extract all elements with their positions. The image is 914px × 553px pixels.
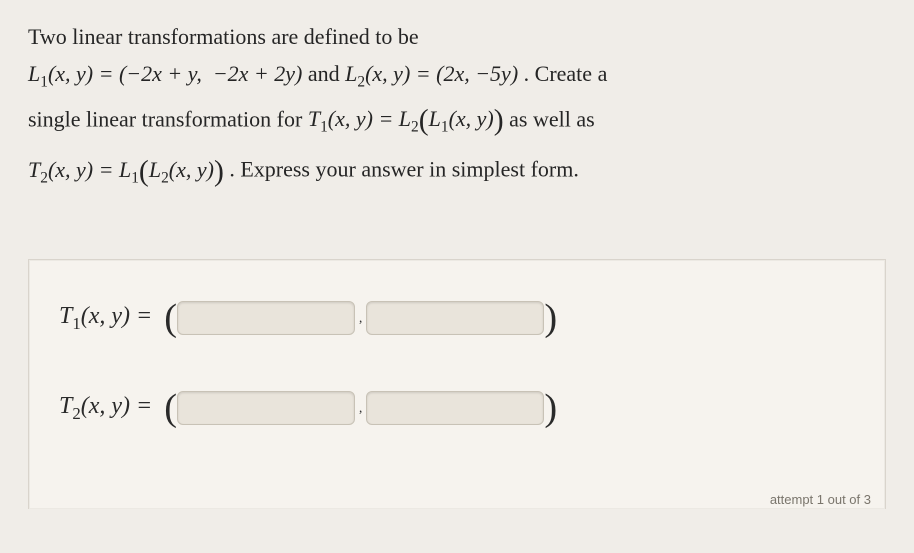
intro-text: Two linear transformations are defined t… <box>28 24 419 49</box>
t1-component-1-input[interactable] <box>177 301 355 335</box>
close-paren-icon: ) <box>544 386 557 430</box>
l2-expr: L2(x, y) = (2x, −5y) <box>345 61 518 86</box>
open-paren-icon: ( <box>164 386 177 430</box>
t1-component-2-input[interactable] <box>366 301 544 335</box>
l1-definition: L1(x, y) = (−2x + y, −2x + 2y) <box>28 61 308 86</box>
t2-component-2-input[interactable] <box>366 391 544 425</box>
create-text: . Create a <box>524 61 608 86</box>
t2-label: T2(x, y) = <box>59 393 158 424</box>
t1-label: T1(x, y) = <box>59 303 158 334</box>
attempt-counter: attempt 1 out of 3 <box>770 492 871 507</box>
line2a: single linear transformation for <box>28 106 308 131</box>
comma-icon: , <box>359 310 362 326</box>
t1-answer-row: T1(x, y) = ( , ) <box>59 296 855 340</box>
t2-definition: T2(x, y) = L1(L2(x, y)) <box>28 157 229 182</box>
answer-panel: T1(x, y) = ( , ) T2(x, y) = ( , ) attemp… <box>28 259 886 509</box>
close-paren-icon: ) <box>544 296 557 340</box>
problem-statement: Two linear transformations are defined t… <box>28 18 886 197</box>
closing-text: . Express your answer in simplest form. <box>229 157 579 182</box>
t1-definition: T1(x, y) = L2(L1(x, y)) <box>308 106 509 131</box>
and-text: and <box>308 61 345 86</box>
comma-icon: , <box>359 400 362 416</box>
open-paren-icon: ( <box>164 296 177 340</box>
l1-expr: L1(x, y) = (−2x + y, −2x + 2y) <box>28 61 302 86</box>
l2-definition: L2(x, y) = (2x, −5y) <box>345 61 524 86</box>
aswellas: as well as <box>509 106 595 131</box>
t2-component-1-input[interactable] <box>177 391 355 425</box>
page: Two linear transformations are defined t… <box>0 0 914 509</box>
t2-answer-row: T2(x, y) = ( , ) <box>59 386 855 430</box>
